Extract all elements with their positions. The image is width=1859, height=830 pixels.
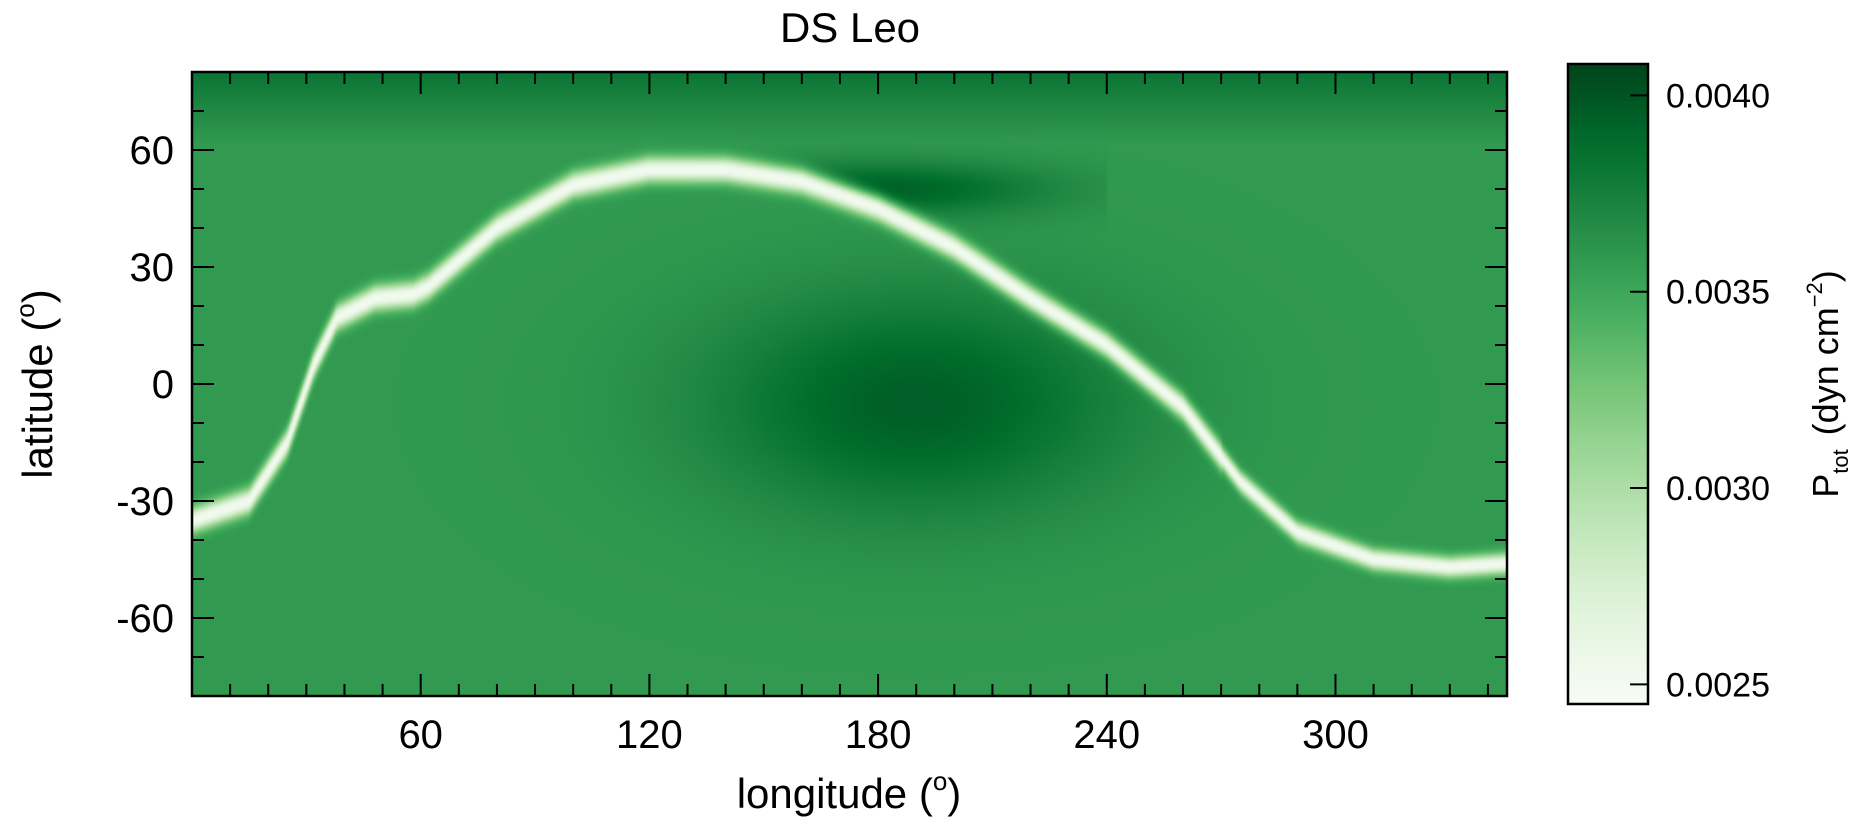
heatmap-image [192, 72, 1507, 696]
y-tick-label: 60 [130, 129, 175, 173]
colorbar-label: Ptot(dyn cm−2) [1802, 270, 1853, 498]
y-tick-label: -60 [116, 597, 174, 641]
y-axis-ticks [192, 110, 1507, 658]
colorbar-ticks [1630, 94, 1648, 686]
y-axis-tick-labels: 60 30 0 -30 -60 [116, 129, 174, 641]
x-tick-label: 240 [1073, 713, 1140, 757]
x-tick-label: 300 [1302, 713, 1369, 757]
x-axis-ticks [229, 72, 1489, 696]
x-axis-tick-labels: 60 120 180 240 300 [398, 713, 1368, 757]
colorbar-tick-label: 0.0040 [1666, 77, 1770, 115]
y-axis-label: latitude (o) [10, 289, 61, 479]
y-tick-label: -30 [116, 480, 174, 524]
x-tick-label: 120 [616, 713, 683, 757]
x-tick-label: 180 [845, 713, 912, 757]
colorbar-tick-label: 0.0035 [1666, 274, 1770, 312]
y-tick-label: 0 [152, 363, 174, 407]
colorbar-tick-labels: 0.0040 0.0035 0.0030 0.0025 [1666, 77, 1770, 704]
colorbar-frame [1566, 62, 1650, 706]
colorbar-tick-label: 0.0030 [1666, 470, 1770, 508]
chart-title: DS Leo [780, 4, 920, 51]
y-tick-label: 30 [130, 246, 175, 290]
x-axis-label: longitude (o) [737, 766, 962, 817]
x-tick-label: 60 [398, 713, 443, 757]
colorbar-gradient [1568, 64, 1648, 704]
colorbar: 0.0040 0.0035 0.0030 0.0025 Ptot(dyn cm−2) [1566, 62, 1853, 706]
colorbar-tick-label: 0.0025 [1666, 666, 1770, 704]
